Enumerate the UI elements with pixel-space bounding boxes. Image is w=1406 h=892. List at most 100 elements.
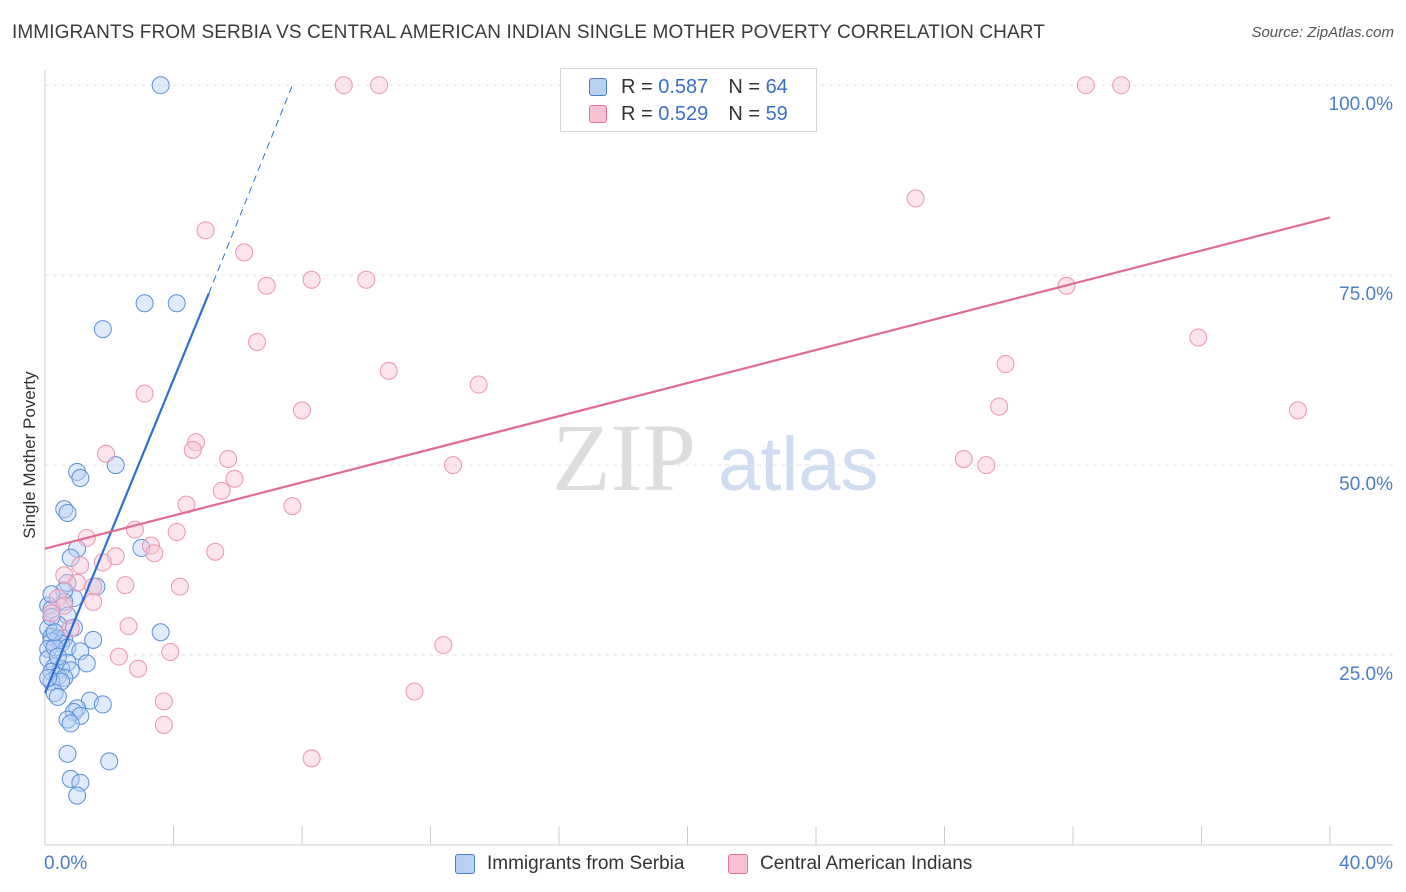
point-central-american [225, 469, 244, 488]
point-central-american [996, 355, 1015, 374]
series-legend-label-central-american: Central American Indians [760, 853, 973, 874]
point-central-american [1189, 328, 1208, 347]
point-central-american [990, 397, 1009, 416]
point-central-american [906, 189, 925, 208]
point-serbia [68, 786, 87, 805]
point-central-american [71, 556, 90, 575]
point-central-american [84, 592, 103, 611]
point-central-american [443, 456, 462, 475]
point-central-american [334, 76, 353, 95]
legend-n-value: 64 [765, 75, 788, 98]
series-legend-central-american: Central American Indians [728, 851, 972, 877]
legend-n-label: N = [728, 75, 760, 98]
point-central-american [248, 333, 267, 352]
legend-row-serbia: R = 0.587 N = 64 [589, 74, 788, 100]
chart-title: IMMIGRANTS FROM SERBIA VS CENTRAL AMERIC… [12, 22, 1045, 43]
series-legend-swatch-serbia [455, 854, 475, 874]
point-central-american [212, 481, 231, 500]
point-central-american [405, 682, 424, 701]
point-serbia [151, 76, 170, 95]
watermark-zip: ZIP [552, 404, 696, 511]
point-serbia [151, 623, 170, 642]
point-serbia [167, 294, 186, 313]
point-central-american [469, 375, 488, 394]
gridlines [45, 84, 1393, 656]
point-central-american [42, 604, 61, 623]
legend-r-label: R = [621, 75, 653, 98]
point-central-american [379, 361, 398, 380]
legend-swatch-central-american [589, 105, 607, 123]
legend-r-label: R = [621, 102, 653, 125]
point-serbia [58, 503, 77, 522]
point-central-american [219, 450, 238, 469]
y-tick-label: 75.0% [1339, 284, 1393, 305]
point-central-american [119, 617, 138, 636]
watermark-atlas: atlas [718, 422, 879, 507]
x-tick-label-max: 40.0% [1339, 853, 1393, 874]
point-serbia [48, 687, 67, 706]
point-central-american [97, 444, 116, 463]
point-serbia [39, 639, 58, 658]
point-central-american [434, 636, 453, 655]
point-central-american [154, 715, 173, 734]
point-central-american [357, 270, 376, 289]
point-serbia [64, 589, 83, 608]
point-serbia [135, 294, 154, 313]
point-central-american [116, 576, 135, 595]
point-serbia [71, 469, 90, 488]
point-central-american [302, 749, 321, 768]
point-central-american [135, 384, 154, 403]
point-serbia [93, 695, 112, 714]
point-serbia [77, 654, 96, 673]
point-central-american [1076, 76, 1095, 95]
point-central-american [370, 76, 389, 95]
point-serbia [93, 320, 112, 339]
legend-row-central-american: R = 0.529 N = 59 [589, 101, 788, 127]
source-label: Source: ZipAtlas.com [1251, 24, 1394, 41]
series-legend-serbia: Immigrants from Serbia [455, 851, 684, 877]
point-central-american [145, 544, 164, 563]
correlation-legend: R = 0.587 N = 64 R = 0.529 N = 59 [560, 68, 817, 132]
point-central-american [109, 647, 128, 666]
point-central-american [257, 276, 276, 295]
legend-n-label: N = [728, 102, 760, 125]
point-central-american [293, 401, 311, 420]
legend-swatch-serbia [589, 78, 607, 96]
trendline-serbia-extension [208, 85, 293, 294]
point-serbia [61, 548, 80, 567]
point-central-american [954, 450, 973, 469]
x-tick-label-min: 0.0% [44, 853, 87, 874]
point-central-american [283, 497, 302, 516]
legend-n-value: 59 [765, 102, 788, 125]
point-central-american [1288, 401, 1307, 420]
y-tick-labels: 25.0% 50.0% 75.0% 100.0% [1329, 94, 1394, 685]
point-serbia [45, 623, 64, 642]
point-central-american [68, 573, 87, 592]
point-central-american [167, 522, 186, 541]
axes [44, 70, 1393, 846]
point-central-american [302, 270, 321, 289]
point-central-american [235, 243, 254, 262]
point-serbia [84, 630, 103, 649]
point-central-american [48, 589, 67, 608]
point-central-american [154, 692, 173, 711]
point-central-american [977, 456, 996, 475]
y-tick-label: 25.0% [1339, 664, 1393, 685]
series-legend-swatch-central-american [728, 854, 748, 874]
trendlines [43, 85, 1331, 694]
point-central-american [183, 440, 202, 459]
point-central-american [196, 221, 215, 240]
point-central-american [170, 577, 189, 596]
point-serbia [58, 744, 77, 763]
point-serbia [42, 608, 61, 627]
y-tick-label: 100.0% [1329, 94, 1394, 115]
series-legend-label-serbia: Immigrants from Serbia [487, 853, 685, 874]
point-central-american [206, 542, 225, 561]
legend-r-value: 0.587 [658, 75, 709, 98]
trendline-central-american [44, 216, 1331, 550]
point-central-american [1112, 76, 1131, 95]
point-serbia [61, 769, 80, 788]
y-tick-label: 50.0% [1339, 474, 1393, 495]
legend-r-value: 0.529 [658, 102, 709, 125]
